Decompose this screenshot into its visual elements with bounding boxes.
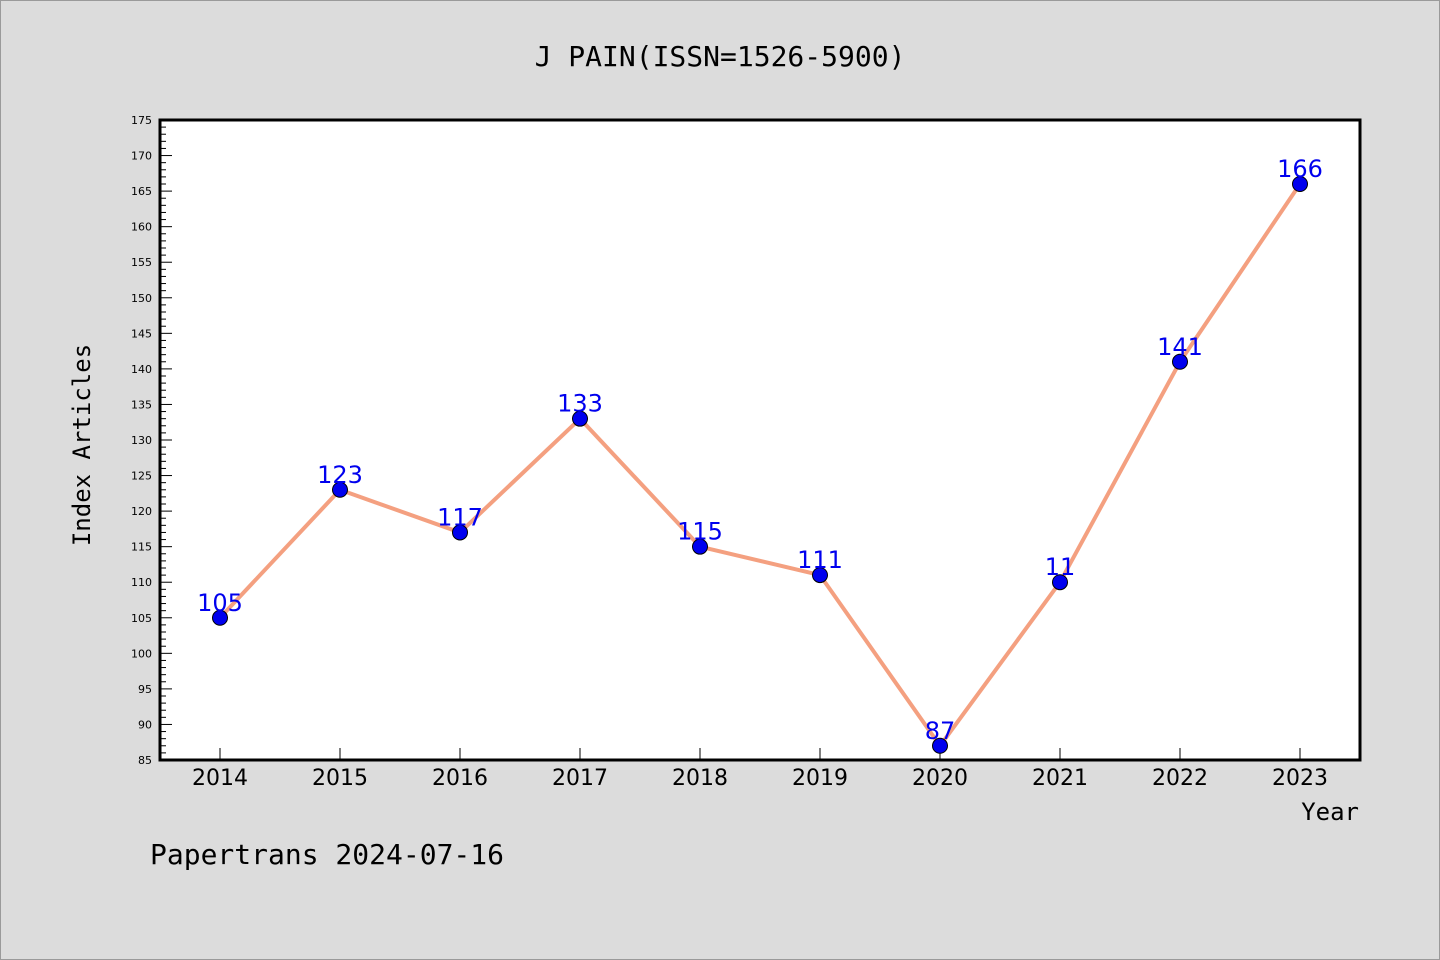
data-label: 117: [437, 503, 483, 531]
x-tick-label: 2016: [432, 766, 488, 791]
data-point: [572, 410, 588, 427]
y-tick-label: 170: [131, 150, 152, 163]
data-point: [812, 567, 828, 584]
data-label: 133: [557, 390, 603, 418]
y-tick-label: 90: [138, 718, 152, 731]
x-tick-label: 2022: [1152, 766, 1208, 791]
footer-credit: Papertrans 2024-07-16: [150, 838, 504, 871]
data-label: 87: [925, 717, 956, 745]
y-tick-label: 125: [131, 470, 152, 483]
data-label: 105: [197, 589, 243, 617]
y-tick-label: 150: [131, 292, 152, 305]
chart-title: J PAIN(ISSN=1526-5900): [535, 40, 906, 73]
y-tick-label: 160: [131, 221, 152, 234]
y-tick-label: 130: [131, 434, 152, 447]
data-point: [332, 481, 348, 498]
y-tick-label: 155: [131, 256, 152, 269]
x-tick-label: 2023: [1272, 766, 1328, 791]
x-tick-label: 2015: [312, 766, 368, 791]
y-tick-label: 140: [131, 363, 152, 376]
data-point: [1052, 574, 1068, 591]
data-point: [932, 737, 948, 754]
y-axis: 85 90 95 100 105 110 115 120 125 130 135 140 145 150 1…: [131, 114, 172, 767]
x-tick-label: 2021: [1032, 766, 1088, 791]
data-label: 115: [677, 518, 723, 546]
y-tick-label: 85: [138, 754, 152, 767]
y-axis-label: Index Articles: [68, 344, 96, 546]
y-tick-label: 100: [131, 647, 152, 660]
y-tick-label: 105: [131, 612, 152, 625]
series-line: [218, 182, 1302, 748]
data-label: 123: [317, 461, 363, 489]
y-tick-label: 175: [131, 114, 152, 127]
y-tick-label: 110: [131, 576, 152, 589]
x-axis: 2014 2015 2016 2017 2018 2019 2020 2021 2022 2023: [192, 748, 1328, 791]
y-tick-label: 95: [138, 683, 152, 696]
x-axis-label: Year: [1301, 798, 1359, 826]
x-tick-label: 2020: [912, 766, 968, 791]
plot-area: [160, 120, 1360, 760]
data-point: [692, 538, 708, 555]
data-point: [1292, 176, 1308, 192]
y-tick-label: 115: [131, 541, 152, 554]
data-label: 166: [1277, 155, 1323, 183]
y-tick-label: 165: [131, 185, 152, 198]
data-label: 141: [1157, 333, 1203, 361]
data-point: [1172, 353, 1188, 370]
data-point: [452, 524, 468, 541]
x-tick-label: 2019: [792, 766, 848, 791]
x-tick-label: 2014: [192, 766, 248, 791]
x-tick-label: 2018: [672, 766, 728, 791]
data-label: 11: [1045, 553, 1076, 581]
data-point: [212, 609, 228, 626]
x-tick-label: 2017: [552, 766, 608, 791]
y-tick-label: 120: [131, 505, 152, 518]
y-tick-label: 135: [131, 398, 152, 411]
y-tick-label: 145: [131, 327, 152, 340]
data-label: 111: [797, 546, 843, 574]
series-index-articles: 105 123 117 133 115 111 87 11 141 166: [197, 155, 1323, 754]
plot-border: [158, 118, 1362, 762]
